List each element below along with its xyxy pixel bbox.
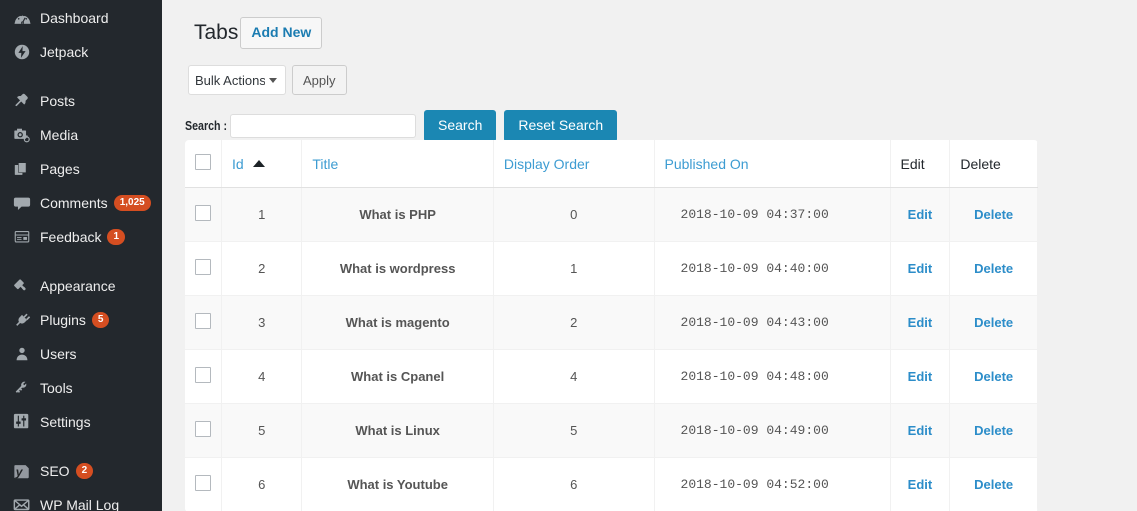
svg-text:y: y (15, 465, 24, 479)
